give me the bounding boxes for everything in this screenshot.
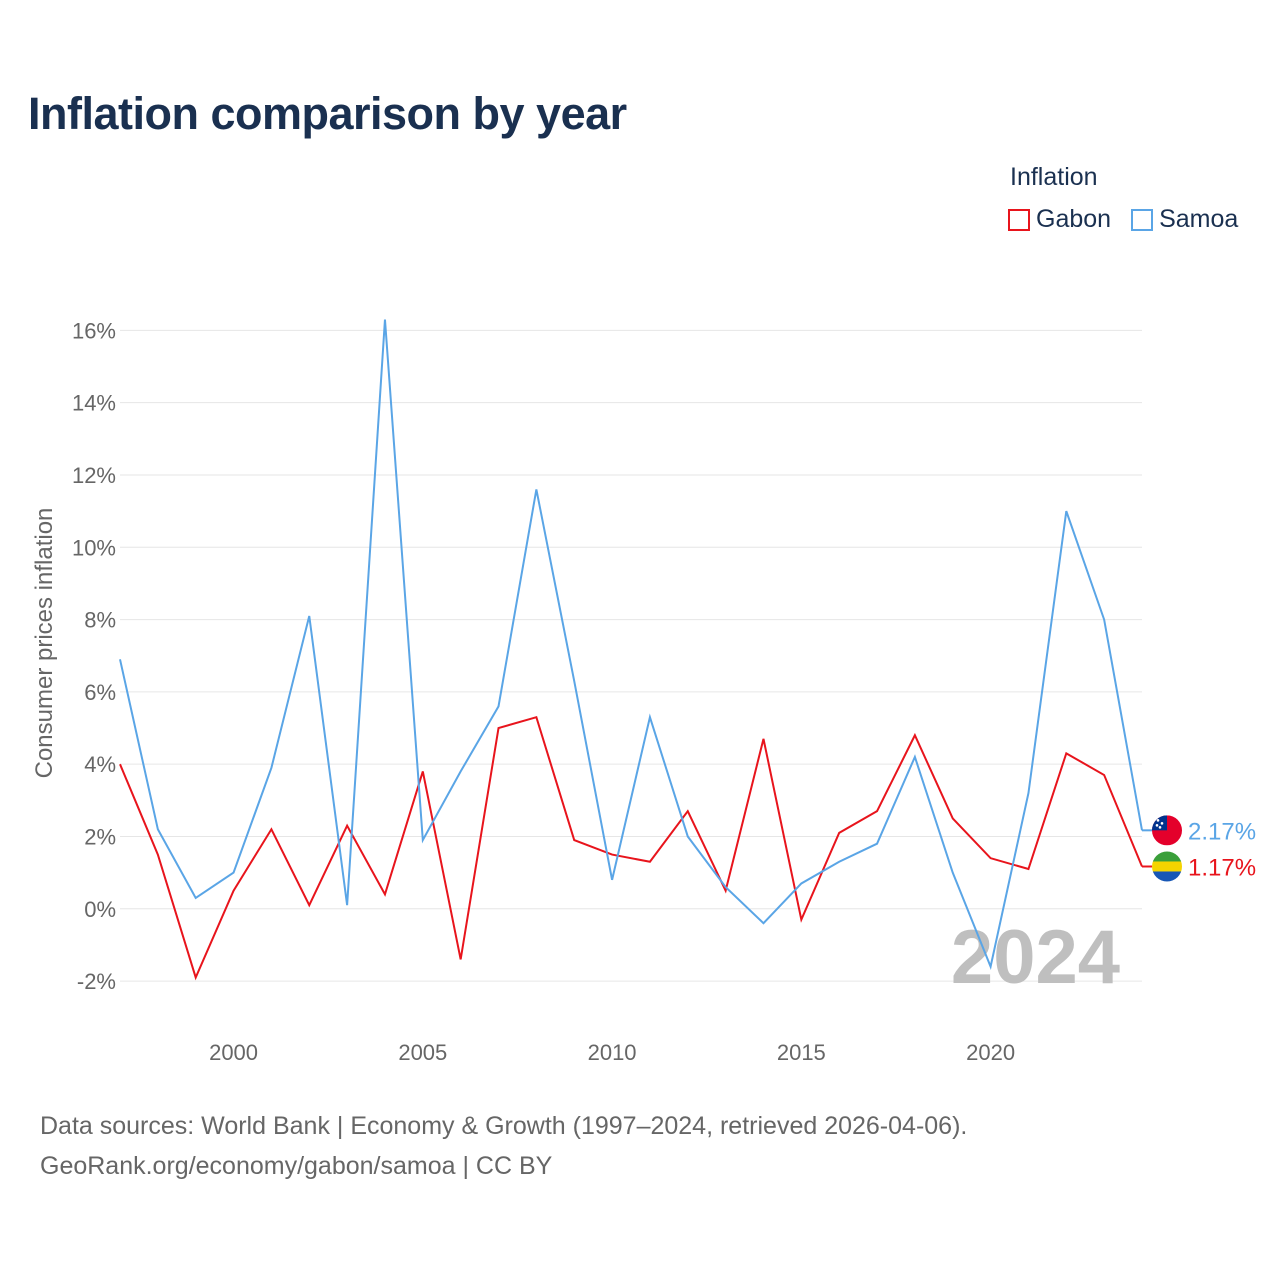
- y-tick-label: 8%: [84, 608, 116, 633]
- y-tick-label: 14%: [72, 391, 116, 416]
- flag-star: [1158, 826, 1162, 829]
- legend-label-samoa: Samoa: [1159, 205, 1239, 233]
- year-watermark: 2024: [951, 915, 1120, 1000]
- series-lines: [119, 319, 1143, 981]
- flag-icon-samoa: [1152, 815, 1182, 846]
- flag-star: [1160, 822, 1164, 825]
- x-tick-label: 2005: [398, 1040, 447, 1065]
- legend-swatch-gabon: [1008, 208, 1030, 231]
- series-line-gabon: [119, 715, 1143, 981]
- y-tick-labels: -2% 0% 2% 4% 6% 8% 10% 12% 14% 16%: [72, 318, 116, 994]
- y-tick-label: 10%: [72, 535, 116, 560]
- y-tick-label: 16%: [72, 318, 116, 343]
- y-tick-label: 2%: [84, 824, 116, 849]
- flag-star: [1156, 819, 1160, 822]
- source-line-1: Data sources: World Bank | Economy & Gro…: [40, 1112, 968, 1140]
- legend: Gabon Samoa: [1008, 205, 1258, 234]
- x-tick-label: 2020: [966, 1040, 1015, 1065]
- y-axis-label: Consumer prices inflation: [31, 508, 58, 779]
- y-tick-label: -2%: [77, 969, 116, 994]
- x-tick-label: 2000: [209, 1040, 258, 1065]
- x-tick-labels: 2000 2005 2010 2015 2020: [209, 1040, 1015, 1065]
- flag-icon-gabon: [1152, 851, 1182, 882]
- source-note: Data sources: World Bank | Economy & Gro…: [40, 1106, 967, 1186]
- y-tick-label: 12%: [72, 463, 116, 488]
- series-line-samoa: [119, 319, 1143, 971]
- flag-stripe-blue: [1152, 871, 1182, 882]
- flag-stripe-green: [1152, 851, 1182, 862]
- legend-label-gabon: Gabon: [1036, 205, 1112, 233]
- y-tick-label: 4%: [84, 752, 116, 777]
- x-tick-label: 2010: [588, 1040, 637, 1065]
- chart-title: Inflation comparison by year: [28, 88, 627, 139]
- y-tick-label: 0%: [84, 897, 116, 922]
- flag-fill-samoa: [1152, 815, 1182, 846]
- legend-swatch-samoa: [1131, 208, 1154, 231]
- flag-fill-gabon: [1152, 851, 1182, 882]
- legend-item-samoa[interactable]: Samoa: [1131, 205, 1238, 234]
- source-line-2[interactable]: GeoRank.org/economy/gabon/samoa | CC BY: [40, 1152, 553, 1180]
- gridlines: [120, 329, 1142, 982]
- legend-item-gabon[interactable]: Gabon: [1008, 205, 1111, 234]
- end-label-gabon: 1.17%: [1188, 854, 1256, 881]
- legend-title: Inflation: [1010, 163, 1098, 191]
- line-chart: -2%0%2%4%6%8%10%12%14%16% 2000 2005 2010 20…: [31, 318, 1256, 1065]
- y-tick-label: 6%: [84, 680, 116, 705]
- x-tick-label: 2015: [777, 1040, 826, 1065]
- flag-stripe-yellow: [1152, 861, 1182, 872]
- end-markers: 1.17% 2.17%: [1142, 815, 1256, 882]
- flag-star: [1155, 824, 1159, 827]
- end-label-samoa: 2.17%: [1188, 818, 1256, 845]
